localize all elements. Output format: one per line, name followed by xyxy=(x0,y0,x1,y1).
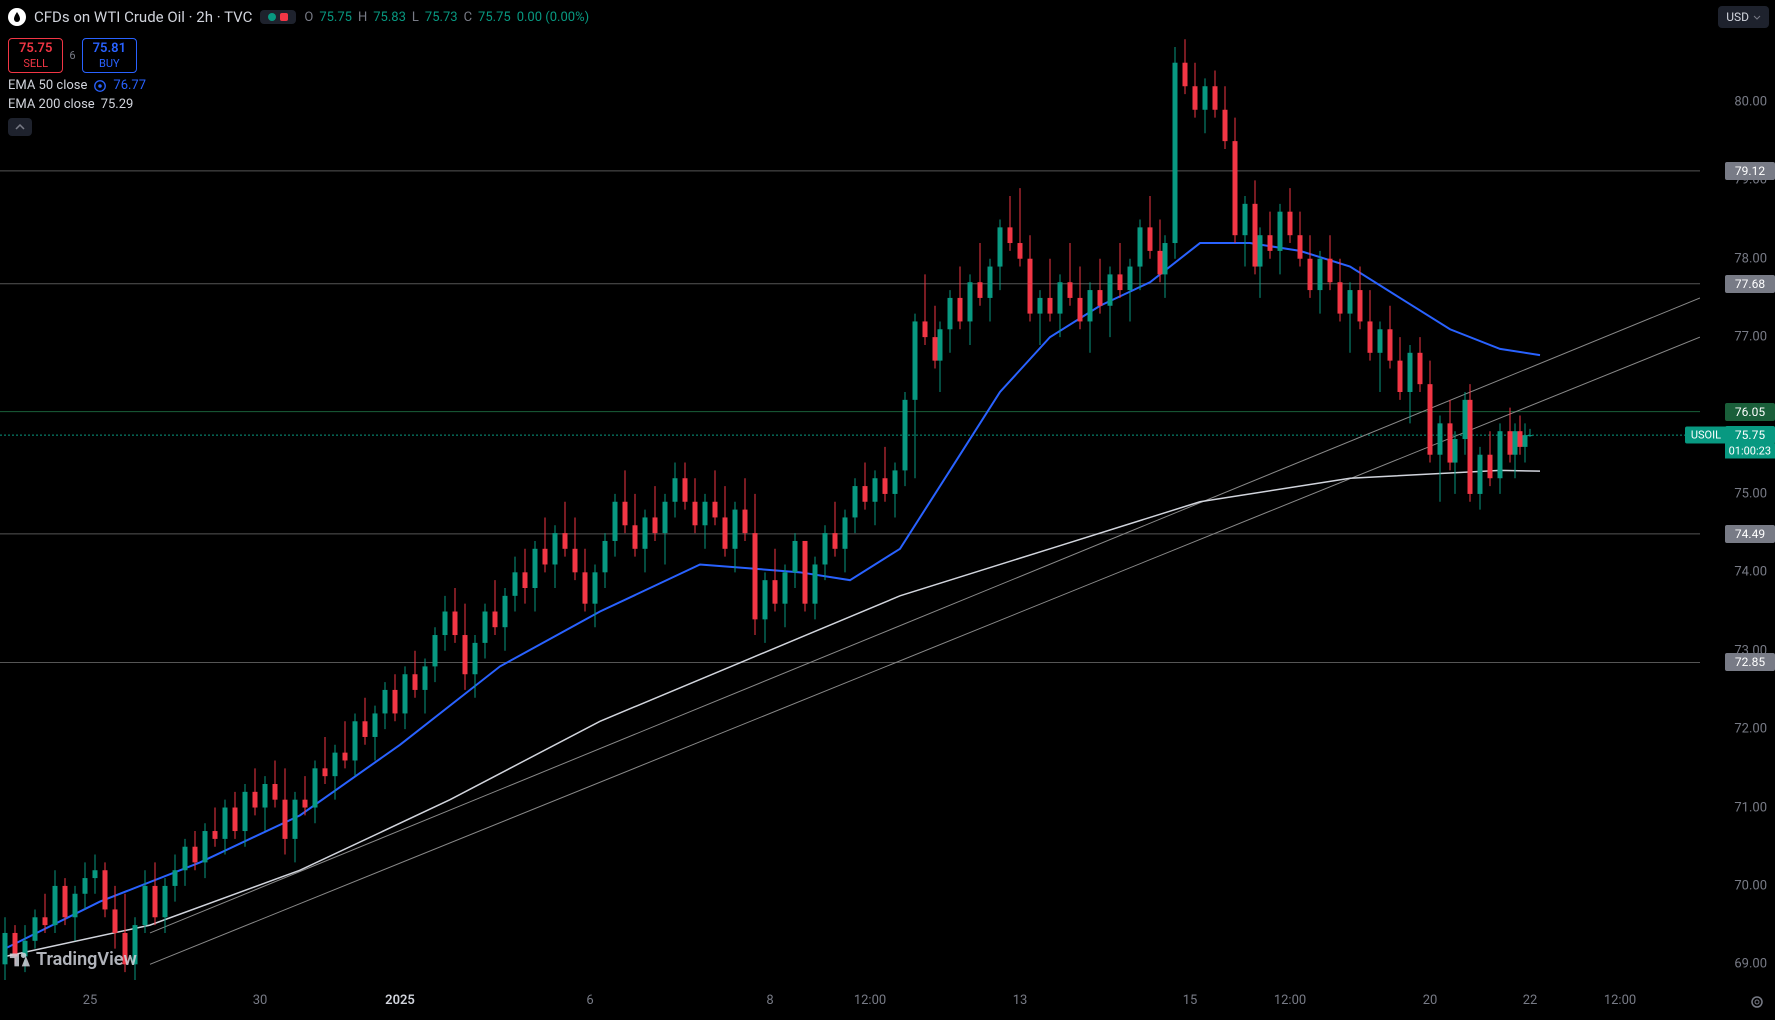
chart-pane[interactable] xyxy=(0,0,1700,980)
tradingview-watermark: TradingView xyxy=(8,948,137,970)
price-axis[interactable]: 69.0070.0071.0072.0073.0074.0075.0076.00… xyxy=(1700,0,1775,980)
settings-icon[interactable] xyxy=(1749,994,1765,1010)
currency-selector[interactable]: USD xyxy=(1718,6,1769,28)
chevron-down-icon xyxy=(1753,15,1761,20)
time-axis[interactable]: 253020256812:00131512:00202212:00 xyxy=(0,980,1700,1020)
tradingview-logo-icon xyxy=(8,948,30,970)
price-chart-svg xyxy=(0,0,1700,980)
watermark-text: TradingView xyxy=(36,949,137,970)
currency-label: USD xyxy=(1726,10,1749,24)
